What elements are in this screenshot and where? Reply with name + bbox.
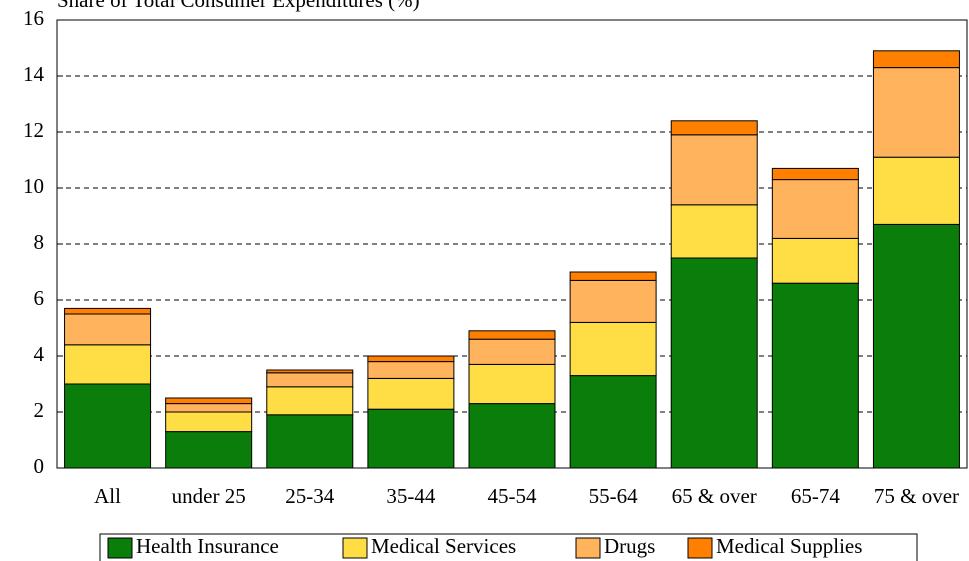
bar-segment — [771, 282, 859, 469]
x-tick-label: under 25 — [172, 484, 246, 508]
bar-segment — [367, 408, 455, 469]
y-tick-label: 16 — [23, 6, 44, 30]
y-tick-label: 8 — [34, 230, 45, 254]
legend-label: Medical Supplies — [716, 534, 862, 558]
bar-segment — [670, 134, 758, 206]
x-tick-label: 55-64 — [589, 484, 638, 508]
bar-segment — [771, 237, 859, 284]
bar-segment — [165, 411, 253, 433]
y-tick-label: 14 — [23, 62, 45, 86]
bar-segment — [670, 204, 758, 259]
legend-swatch — [575, 537, 601, 559]
bar-segment — [266, 372, 354, 388]
y-tick-label: 0 — [34, 454, 45, 478]
bar-segment — [771, 179, 859, 239]
bar-segment — [367, 377, 455, 410]
bar-segment — [165, 397, 253, 405]
y-tick-label: 4 — [34, 342, 45, 366]
y-tick-label: 6 — [34, 286, 45, 310]
bar-segment — [266, 369, 354, 374]
bar-segment — [468, 403, 556, 469]
bar-segment — [569, 271, 657, 281]
bar-segment — [468, 338, 556, 365]
bar-segment — [872, 67, 960, 158]
bar-segment — [872, 223, 960, 469]
bar-segment — [468, 330, 556, 340]
bar-segment — [872, 50, 960, 69]
bar-segment — [64, 307, 152, 315]
bar-segment — [165, 403, 253, 413]
bar-segment — [569, 279, 657, 323]
bar-segment — [670, 257, 758, 469]
bar-segment — [771, 167, 859, 181]
bar-segment — [367, 355, 455, 363]
x-tick-label: 45-54 — [488, 484, 537, 508]
x-tick-label: 25-34 — [285, 484, 334, 508]
x-tick-label: All — [94, 484, 121, 508]
bar-segment — [266, 414, 354, 469]
x-tick-label: 75 & over — [874, 484, 959, 508]
bar-segment — [64, 313, 152, 346]
x-tick-label: 65 & over — [672, 484, 757, 508]
bar-segment — [64, 344, 152, 385]
legend-swatch — [687, 537, 713, 559]
bar-segment — [569, 321, 657, 377]
y-tick-label: 2 — [34, 398, 45, 422]
y-tick-label: 10 — [23, 174, 44, 198]
bar-segment — [468, 363, 556, 405]
x-tick-label: 65-74 — [791, 484, 840, 508]
legend-label: Medical Services — [371, 534, 516, 558]
legend-label: Health Insurance — [136, 534, 279, 558]
bar-segment — [569, 375, 657, 469]
y-tick-label: 12 — [23, 118, 44, 142]
bar-segment — [367, 361, 455, 379]
legend-label: Drugs — [604, 534, 655, 558]
bar-segment — [872, 156, 960, 225]
bar-segment — [165, 431, 253, 469]
bar-segment — [64, 383, 152, 469]
legend-swatch — [342, 537, 368, 559]
chart-title: Share of Total Consumer Expenditures (%) — [57, 0, 420, 12]
bar-segment — [670, 120, 758, 136]
legend-box — [99, 533, 918, 561]
plot-frame — [56, 19, 968, 469]
x-tick-label: 35-44 — [386, 484, 435, 508]
legend-swatch — [107, 537, 133, 559]
bar-segment — [266, 386, 354, 416]
